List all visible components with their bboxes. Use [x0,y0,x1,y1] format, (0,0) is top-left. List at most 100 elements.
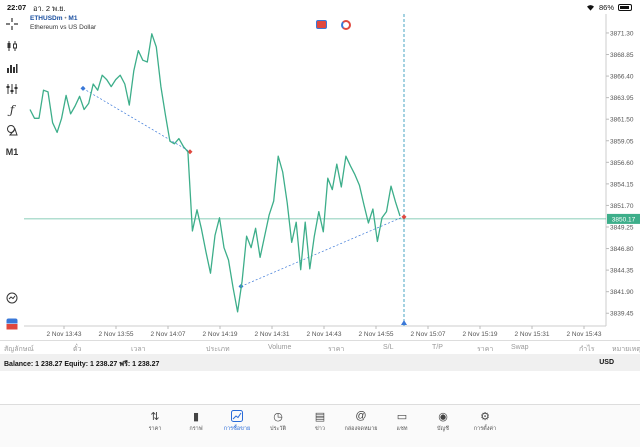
account-icon: ◉ [438,410,448,423]
balance-currency: USD [599,359,614,366]
nav-news[interactable]: ▤ ข่าว [302,409,338,433]
nav-account[interactable]: ◉ บัญชี [425,409,461,433]
status-date: อา. 2 พ.ย. [33,4,66,13]
column-header-6: S/L [383,344,394,351]
column-header-9: Swap [511,344,529,351]
price-tick-label: 3849.25 [610,225,634,232]
nav-label: ราคา [148,426,162,432]
time-tick-label: 2 Nov 14:55 [358,331,393,338]
timeframe-button[interactable]: M1 [5,147,19,157]
time-tick-label: 2 Nov 13:43 [46,331,81,338]
mail-icon: @ [355,410,367,422]
price-series-line [29,33,401,313]
symbol-name: ETHUSDm [30,15,63,22]
price-tick-label: 3851.70 [610,203,634,210]
candles-icon[interactable] [4,38,20,54]
order-entry-marker[interactable] [80,85,86,91]
nav-mail[interactable]: @ กล่องจดหมาย [343,409,379,433]
order-exit-marker[interactable] [187,149,193,155]
settings-icon: ⚙ [480,410,490,423]
nav-label: แชท [396,426,408,432]
function-icon[interactable]: ƒ [9,103,15,117]
time-tick-label: 2 Nov 13:55 [98,331,133,338]
price-tick-label: 3868.85 [610,52,634,59]
current-price-label: 3850.17 [612,216,636,223]
battery-icon [618,4,632,11]
candles-icon: ▮ [192,410,200,423]
crosshair-marker[interactable] [401,320,407,325]
price-tick-label: 3859.05 [610,138,634,145]
nav-label: บัญชี [437,426,449,432]
price-tick-label: 3861.50 [610,117,634,124]
indicators-icon[interactable] [4,60,20,76]
column-header-1: ตั๋ว [73,346,82,353]
trade-icon [230,409,244,423]
price-tick-label: 3846.80 [610,246,634,253]
time-tick-label: 2 Nov 15:43 [566,331,601,338]
symbol-title: ETHUSDm • M1 [30,15,77,22]
nav-quotes[interactable]: ⇅ ราคา [137,409,173,433]
settings-sliders-icon[interactable] [4,81,20,97]
balance-text: Balance: 1 238.27 Equity: 1 238.27 ฟรี: … [4,361,160,368]
column-header-8: ราคา [477,346,494,353]
nav-settings[interactable]: ⚙ การตั้งค่า [467,409,503,433]
time-tick-label: 2 Nov 14:43 [306,331,341,338]
nav-label: ประวัติ [269,426,287,432]
news-icon: ▤ [314,410,326,423]
order-line [240,216,404,287]
column-header-10: กำไร [579,346,595,353]
price-tick-label: 3844.35 [610,268,634,275]
symbol-timeframe: M1 [68,15,78,22]
nav-candles[interactable]: ▮ กราฟ [178,409,214,433]
trade-columns-header: สัญลักษณ์ ตั๋ว เวลา ประเภท Volume ราคา S/L T/P ร… [0,340,640,354]
wifi-icon [586,5,594,11]
column-header-5: ราคา [328,346,345,353]
nav-history[interactable]: ◷ ประวัติ [260,409,296,433]
column-header-3: ประเภท [206,346,230,353]
status-time: 22:07 [7,3,27,12]
title-separator: • [64,15,69,22]
price-tick-label: 3854.15 [610,181,634,188]
nav-trade[interactable]: การซื้อขาย [219,409,255,433]
time-tick-label: 2 Nov 15:31 [514,331,549,338]
nav-label: การซื้อขาย [223,426,251,432]
chat-icon: ▭ [396,410,408,423]
sell-button[interactable] [316,20,327,29]
time-tick-label: 2 Nov 14:31 [254,331,289,338]
bottom-navigation: ⇅ ราคา ▮ กราฟ การซื้อขาย ◷ ประวัติ ▤ ข่าว @ กล่องจ… [0,404,640,447]
one-click-trading-icon[interactable] [4,316,20,332]
price-tick-label: 3841.90 [610,289,634,296]
crosshair-icon[interactable] [4,16,20,32]
battery-percent: 86% [598,3,614,12]
one-click-panel [316,20,351,30]
price-tick-label: 3871.30 [610,30,634,37]
zoom-icon[interactable] [4,290,20,306]
column-header-11: หมายเหตุ [612,346,640,353]
nav-chat[interactable]: ▭ แชท [384,409,420,433]
nav-label: ข่าว [315,426,325,432]
current-price-tag [607,213,640,224]
chart-area[interactable]: ETHUSDm • M1 Ethereum vs US Dollar 3871.… [24,14,640,340]
chart-toolbar: ƒ M1 [0,14,24,340]
nav-label: กราฟ [189,426,203,432]
price-tick-label: 3839.45 [610,311,634,318]
column-header-0: สัญลักษณ์ [4,346,34,353]
account-balance-row: Balance: 1 238.27 Equity: 1 238.27 ฟรี: … [0,354,640,371]
column-header-4: Volume [268,344,292,351]
quotes-icon: ⇅ [150,410,160,423]
order-exit-marker[interactable] [401,214,407,220]
objects-icon[interactable] [4,122,20,138]
nav-label: กล่องจดหมาย [344,426,378,432]
order-line [82,88,191,153]
time-tick-label: 2 Nov 15:07 [410,331,445,338]
status-right: 86% [586,3,632,12]
time-tick-label: 2 Nov 14:07 [150,331,185,338]
price-tick-label: 3863.95 [610,95,634,102]
price-chart[interactable]: 3871.30 3868.85 3866.40 3863.95 3861.50 3859.… [24,14,640,340]
buy-button[interactable] [341,20,351,30]
price-tick-label: 3856.60 [610,160,634,167]
column-header-7: T/P [432,344,443,351]
price-tick-label: 3866.40 [610,74,634,81]
history-icon: ◷ [273,410,283,423]
status-bar: 22:07 อา. 2 พ.ย. 86% [0,0,640,14]
